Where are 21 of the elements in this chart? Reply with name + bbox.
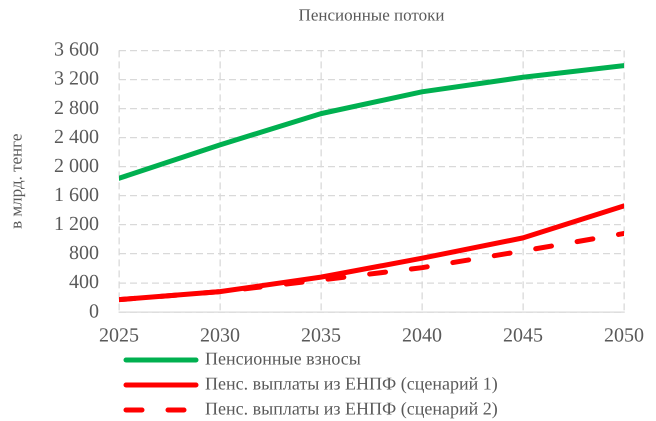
y-tick-label: 0	[89, 300, 99, 322]
y-tick-label: 2 400	[54, 126, 99, 148]
x-tick-label: 2040	[402, 324, 442, 346]
legend-label: Пенсионные взносы	[205, 348, 361, 369]
y-tick-label: 1 600	[54, 184, 99, 206]
y-axis-title: в млрд. тенге	[6, 134, 26, 229]
y-tick-label: 2 000	[54, 154, 99, 177]
y-tick-label: 400	[69, 271, 99, 294]
x-tick-label: 2025	[99, 324, 139, 346]
y-tick-label: 3 200	[54, 68, 99, 90]
x-tick-label: 2045	[503, 324, 543, 346]
legend-label: Пенс. выплаты из ЕНПФ (сценарий 2)	[205, 398, 498, 419]
legend-label: Пенс. выплаты из ЕНПФ (сценарий 1)	[205, 374, 498, 394]
y-tick-label: 3 600	[54, 38, 99, 61]
x-tick-label: 2050	[604, 324, 644, 346]
chart-title: Пенсионные потоки	[298, 6, 444, 25]
y-tick-label: 2 800	[54, 96, 99, 119]
y-tick-label: 1 200	[54, 213, 99, 236]
x-tick-label: 2030	[200, 324, 240, 346]
x-tick-label: 2035	[301, 324, 341, 346]
y-tick-label: 800	[69, 242, 99, 264]
